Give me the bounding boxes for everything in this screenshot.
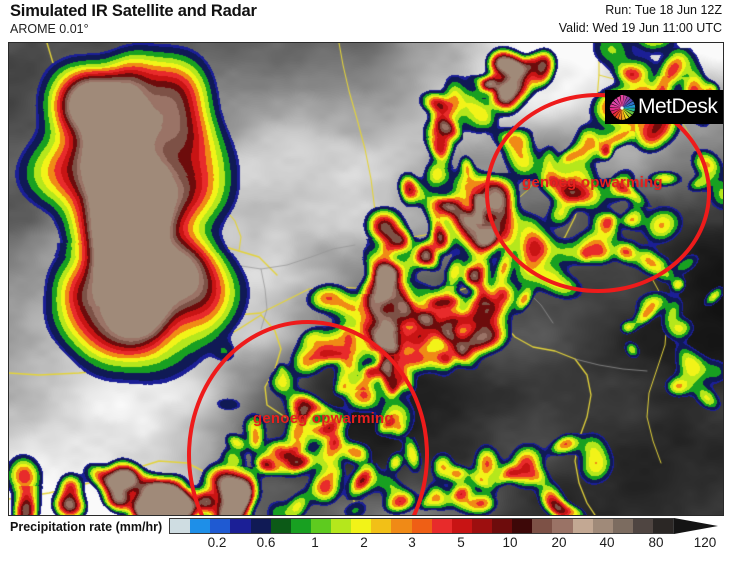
colorbar-tick-label: 0.6	[256, 535, 276, 550]
colorbar-swatch	[331, 519, 352, 533]
colorbar-swatch	[290, 519, 311, 533]
colorbar-swatch	[532, 519, 553, 533]
annotation-label-north: genoeg opwarming	[522, 174, 663, 191]
colorbar-tick-label: 3	[408, 535, 416, 550]
colorbar-swatch	[451, 519, 472, 533]
colorbar-swatch	[572, 519, 593, 533]
colorbar-swatch	[170, 519, 191, 533]
valid-timestamp: Valid: Wed 19 Jun 11:00 UTC	[558, 21, 722, 35]
colorbar-overflow-arrow	[674, 518, 718, 534]
metdesk-logo: MetDesk	[605, 90, 723, 124]
annotation-circle-north	[485, 93, 711, 293]
header: Simulated IR Satellite and Radar AROME 0…	[0, 0, 732, 42]
colorbar-tick-label: 20	[551, 535, 567, 550]
map-panel[interactable]: genoeg opwarming genoeg opwarming WXCHAR…	[8, 42, 724, 516]
colorbar-swatch	[310, 519, 331, 533]
annotation-label-south: genoeg opwarming	[253, 410, 394, 427]
run-timestamp: Run: Tue 18 Jun 12Z	[605, 3, 722, 17]
colorbar-tick-label: 120	[693, 535, 717, 550]
colorbar-swatch	[371, 519, 392, 533]
colorbar-swatch	[552, 519, 573, 533]
colorbar-swatch	[411, 519, 432, 533]
colorbar-tick-label: 40	[599, 535, 615, 550]
metdesk-wordmark: MetDesk	[638, 95, 718, 118]
colorbar-swatch	[471, 519, 492, 533]
page-title: Simulated IR Satellite and Radar	[10, 2, 257, 20]
colorbar-swatch	[250, 519, 271, 533]
colorbar-wrap	[169, 518, 722, 534]
colorbar-swatch	[270, 519, 291, 533]
colorbar-swatch	[351, 519, 372, 533]
legend: Precipitation rate (mm/hr) 0.2 0.6 1 2 3 5 10 2…	[0, 518, 732, 561]
colorbar-swatch	[391, 519, 412, 533]
colorbar-tick-label: 0.2	[207, 535, 227, 550]
colorbar-tick-label: 80	[648, 535, 664, 550]
colorbar-tick-label: 2	[360, 535, 368, 550]
colorbar	[169, 518, 674, 534]
colorbar-swatch	[632, 519, 653, 533]
legend-title: Precipitation rate (mm/hr)	[10, 520, 163, 534]
colorbar-swatch	[431, 519, 452, 533]
colorbar-tick-label: 5	[457, 535, 465, 550]
colorbar-tick-label: 1	[311, 535, 319, 550]
colorbar-swatch	[190, 519, 211, 533]
colorbar-swatch	[653, 519, 674, 533]
pinwheel-icon	[609, 95, 636, 120]
colorbar-ticks: 0.2 0.6 1 2 3 5 10 20 40 80 120	[169, 535, 722, 557]
colorbar-swatch	[512, 519, 533, 533]
colorbar-tick-label: 10	[502, 535, 518, 550]
model-label: AROME 0.01°	[10, 22, 89, 36]
colorbar-swatch	[210, 519, 231, 533]
colorbar-swatch	[492, 519, 513, 533]
colorbar-swatch	[230, 519, 251, 533]
colorbar-swatch	[592, 519, 613, 533]
colorbar-swatch	[612, 519, 633, 533]
